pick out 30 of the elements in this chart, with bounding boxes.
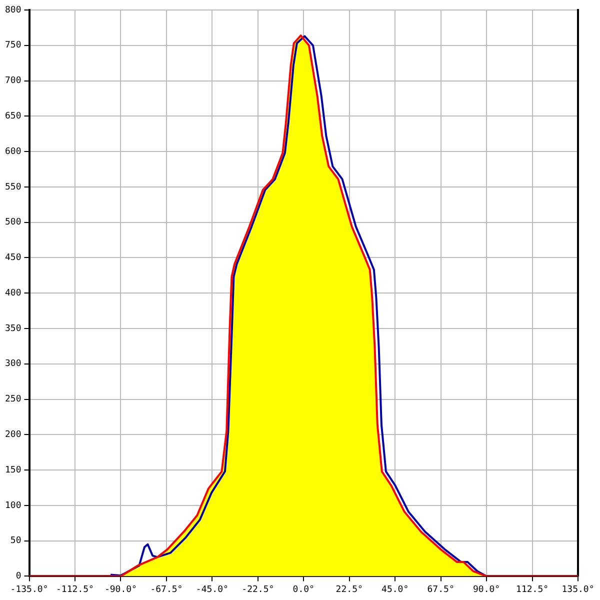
x-tick-label: 0.0° (292, 584, 314, 595)
y-tick-label: 100 (4, 500, 22, 511)
x-tick-label: 90.0° (472, 584, 500, 595)
y-tick-label: 650 (4, 112, 22, 122)
y-tick-label: 0 (16, 572, 22, 582)
y-tick-label: 50 (10, 536, 22, 546)
y-tick-label: 200 (4, 430, 22, 440)
x-tick-label: 67.5° (427, 584, 454, 595)
x-tick-label: -135.0° (10, 584, 48, 595)
y-tick-label: 550 (4, 182, 22, 192)
x-tick-label: 135.0° (562, 584, 594, 595)
x-tick-label: 45.0° (382, 584, 409, 595)
y-tick-label: 350 (4, 324, 22, 334)
x-tick-label: -112.5° (56, 584, 94, 595)
x-tick-label: -22.5° (242, 584, 274, 595)
x-tick-label: -67.5° (150, 584, 183, 595)
y-tick-label: 700 (4, 76, 22, 86)
y-tick-label: 300 (4, 359, 22, 370)
x-tick-label: -90.0° (104, 584, 137, 595)
y-tick-label: 250 (4, 394, 22, 405)
y-tick-label: 400 (4, 288, 22, 298)
y-tick-label: 450 (4, 253, 22, 264)
y-tick-label: 600 (4, 146, 22, 157)
y-tick-label: 750 (4, 40, 22, 51)
y-tick-label: 800 (4, 5, 22, 16)
y-tick-label: 500 (4, 218, 22, 228)
y-tick-label: 150 (4, 465, 22, 476)
x-tick-label: -45.0° (196, 584, 228, 595)
x-tick-label: 22.5° (336, 584, 363, 595)
x-tick-label: 112.5° (516, 584, 549, 595)
